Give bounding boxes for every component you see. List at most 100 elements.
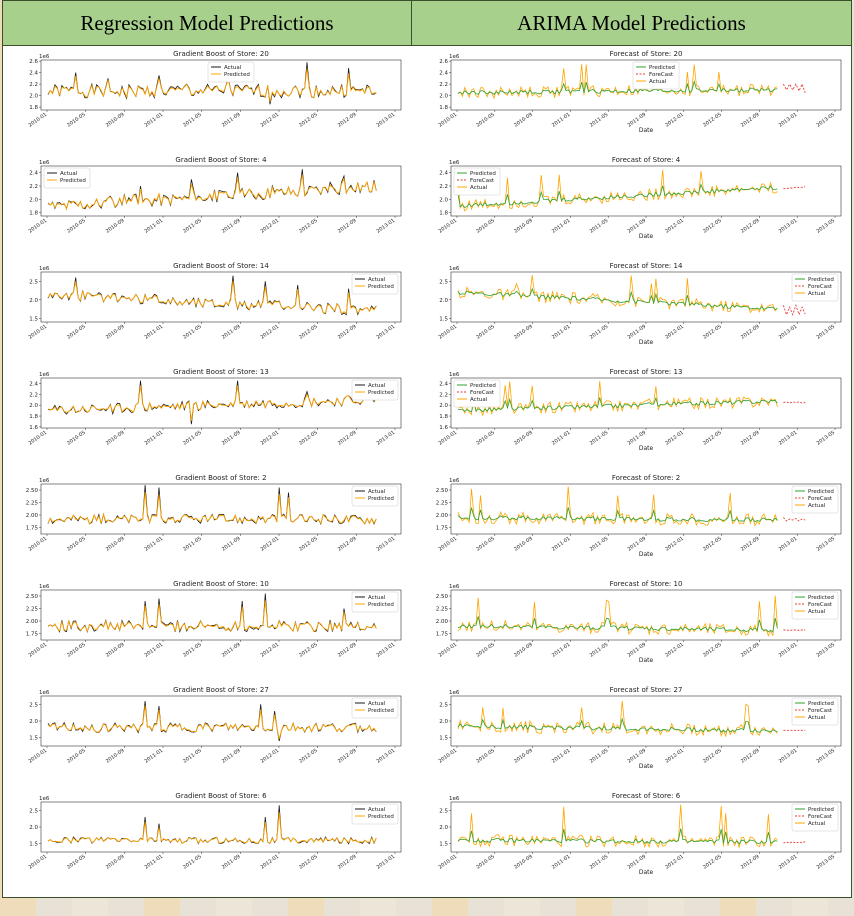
x-tick-label: 2010-09 xyxy=(105,748,126,765)
x-tick-label: 2012-09 xyxy=(740,112,761,129)
regression-chart: Gradient Boost of Store: 20 1e6 1.8 2.0 2.2 2… xyxy=(28,50,402,129)
predicted-line xyxy=(457,183,778,208)
y-tick-label: 2.4 xyxy=(29,171,38,177)
x-tick-label: 2012-05 xyxy=(702,748,723,765)
x-tick-label: 2011-01 xyxy=(551,748,572,765)
legend-label: Actual xyxy=(649,79,667,85)
x-tick-label: 2011-01 xyxy=(144,218,165,235)
x-tick-label: 2012-01 xyxy=(664,536,685,553)
axis-exponent: 1e6 xyxy=(449,160,460,166)
x-tick-label: 2012-05 xyxy=(298,112,319,129)
arima-chart: Forecast of Store: 2 1e6 1.75 2.00 2.25 2.50 2… xyxy=(436,474,842,558)
y-tick-label: 2.0 xyxy=(29,825,38,831)
x-tick-label: 2012-01 xyxy=(260,854,281,871)
axis-exponent: 1e6 xyxy=(449,796,460,802)
x-tick-label: 2013-05 xyxy=(816,112,837,129)
predicted-line xyxy=(457,287,778,310)
x-tick-label: 2010-05 xyxy=(475,430,496,447)
axis-exponent: 1e6 xyxy=(39,584,50,590)
y-tick-label: 2.0 xyxy=(29,403,38,409)
y-tick-label: 2.50 xyxy=(26,488,39,494)
x-tick-label: 2010-09 xyxy=(513,324,534,341)
x-tick-label: 2012-05 xyxy=(298,642,319,659)
x-tick-label: 2010-01 xyxy=(438,324,459,341)
x-tick-label: 2011-01 xyxy=(144,430,165,447)
y-tick-label: 2.4 xyxy=(29,381,38,387)
x-tick-label: 2011-05 xyxy=(182,324,203,341)
x-tick-label: 2013-01 xyxy=(778,854,799,871)
x-tick-label: 2013-01 xyxy=(778,642,799,659)
legend-label: Predicted xyxy=(470,171,496,177)
x-tick-label: 2011-09 xyxy=(221,748,242,765)
arima-chart: Forecast of Store: 10 1e6 1.75 2.00 2.25 2.50… xyxy=(436,580,842,664)
actual-line xyxy=(457,169,778,212)
x-tick-label: 2013-05 xyxy=(816,218,837,235)
plot-frame xyxy=(40,377,402,429)
x-tick-label: 2012-09 xyxy=(740,218,761,235)
y-tick-label: 1.75 xyxy=(436,526,449,532)
x-tick-label: 2010-05 xyxy=(475,536,496,553)
x-tick-label: 2010-01 xyxy=(28,642,49,659)
x-tick-label: 2011-05 xyxy=(589,112,610,129)
x-tick-label: 2012-01 xyxy=(664,324,685,341)
x-tick-label: 2010-05 xyxy=(475,218,496,235)
chart-title: Forecast of Store: 13 xyxy=(610,368,683,376)
arima-chart: Forecast of Store: 13 1e6 1.6 1.8 2.0 2.2 2.4 2… xyxy=(438,368,842,452)
x-tick-label: 2010-05 xyxy=(475,854,496,871)
x-tick-label: 2010-09 xyxy=(105,536,126,553)
x-tick-label: 2010-01 xyxy=(28,536,49,553)
y-tick-label: 2.2 xyxy=(439,392,448,398)
x-tick-label: 2011-09 xyxy=(221,112,242,129)
arima-chart: Forecast of Store: 4 1e6 1.8 2.0 2.2 2.4 2010-… xyxy=(438,156,842,240)
x-tick-label: 2012-01 xyxy=(260,748,281,765)
legend-box xyxy=(453,379,501,408)
x-tick-label: 2012-01 xyxy=(664,218,685,235)
legend-box xyxy=(453,167,501,196)
legend-label: Actual xyxy=(808,715,826,721)
legend-label: Predicted xyxy=(368,708,394,714)
x-tick-label: 2013-01 xyxy=(376,854,397,871)
legend-label: Actual xyxy=(368,701,386,707)
chart-title: Forecast of Store: 27 xyxy=(610,686,683,694)
x-tick-label: 2012-01 xyxy=(260,218,281,235)
legend-label: Actual xyxy=(368,595,386,601)
legend-box xyxy=(791,485,839,514)
legend-label: Predicted xyxy=(808,701,834,707)
x-tick-label: 2010-01 xyxy=(28,430,49,447)
legend-label: Predicted xyxy=(368,284,394,290)
y-tick-label: 2.00 xyxy=(26,619,39,625)
arima-chart: Forecast of Store: 20 1e6 1.8 2.0 2.2 2.4 2.6 2… xyxy=(438,50,842,134)
predicted-line xyxy=(47,68,377,102)
regression-chart: Gradient Boost of Store: 13 1e6 1.6 1.8 2.0 2… xyxy=(28,368,402,447)
chart-title: Gradient Boost of Store: 6 xyxy=(175,792,267,800)
x-tick-label: 2013-01 xyxy=(778,112,799,129)
chart-title: Forecast of Store: 6 xyxy=(612,792,681,800)
x-tick-label: 2011-05 xyxy=(589,642,610,659)
predicted-line xyxy=(47,492,377,525)
chart-title: Forecast of Store: 4 xyxy=(612,156,681,164)
y-tick-label: 1.5 xyxy=(29,736,38,742)
x-tick-label: 2011-05 xyxy=(182,854,203,871)
x-tick-label: 2011-09 xyxy=(221,642,242,659)
x-tick-label: 2011-01 xyxy=(144,748,165,765)
regression-chart: Gradient Boost of Store: 4 1e6 1.8 2.0 2.2 2.… xyxy=(28,156,402,235)
x-tick-label: 2013-01 xyxy=(778,430,799,447)
y-tick-label: 2.4 xyxy=(439,381,448,387)
axis-exponent: 1e6 xyxy=(449,266,460,272)
x-tick-label: 2013-05 xyxy=(816,536,837,553)
chart-title: Gradient Boost of Store: 20 xyxy=(173,50,269,58)
x-tick-label: 2012-01 xyxy=(260,324,281,341)
y-tick-label: 2.5 xyxy=(439,702,448,708)
plot-frame xyxy=(40,483,402,535)
y-tick-label: 2.0 xyxy=(439,403,448,409)
legend-label: ForeCast xyxy=(808,814,833,820)
axis-exponent: 1e6 xyxy=(39,372,50,378)
x-tick-label: 2010-09 xyxy=(105,324,126,341)
x-tick-label: 2011-05 xyxy=(182,748,203,765)
x-tick-label: 2011-01 xyxy=(144,536,165,553)
y-tick-label: 2.25 xyxy=(26,607,39,613)
x-tick-label: 2010-01 xyxy=(438,748,459,765)
